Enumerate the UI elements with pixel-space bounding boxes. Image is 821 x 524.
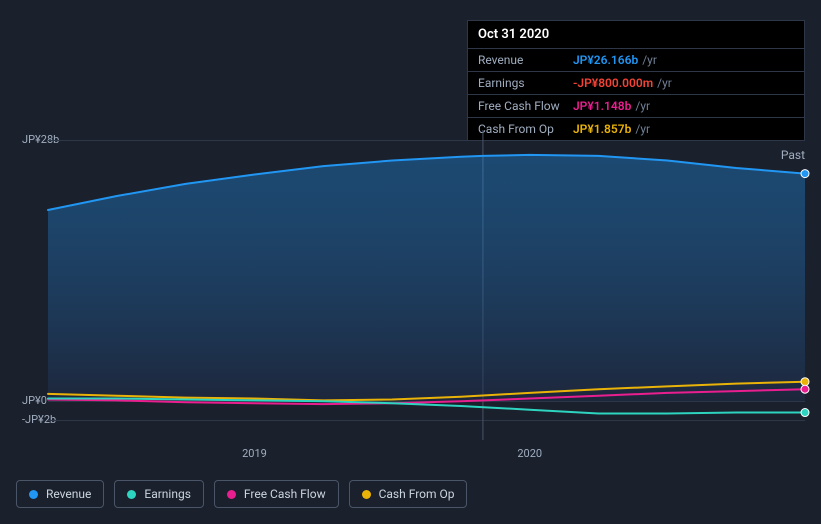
tooltip-row: Free Cash FlowJP¥1.148b/yr — [468, 94, 804, 117]
legend-label: Cash From Op — [379, 487, 455, 501]
financials-chart: Past JP¥28bJP¥0-JP¥2b 20192020 — [0, 120, 821, 460]
legend-label: Free Cash Flow — [244, 487, 326, 501]
legend-item[interactable]: Earnings — [114, 480, 204, 508]
tooltip-date: Oct 31 2020 — [468, 21, 804, 48]
tooltip-row: RevenueJP¥26.166b/yr — [468, 48, 804, 71]
legend-item[interactable]: Revenue — [16, 480, 104, 508]
legend-item[interactable]: Cash From Op — [349, 480, 468, 508]
tooltip-row-suffix: /yr — [635, 99, 650, 113]
x-axis-label: 2020 — [517, 447, 542, 460]
legend-dot-icon — [362, 490, 371, 499]
tooltip-row-suffix: /yr — [642, 53, 657, 67]
series-end-marker — [801, 409, 809, 417]
series-end-marker — [801, 378, 809, 386]
series-end-marker — [801, 385, 809, 393]
legend-dot-icon — [227, 490, 236, 499]
legend-dot-icon — [127, 490, 136, 499]
legend-label: Revenue — [46, 487, 91, 501]
tooltip-row-value: JP¥26.166b — [573, 53, 638, 67]
tooltip-row-value: JP¥1.148b — [573, 99, 631, 113]
legend-label: Earnings — [144, 487, 191, 501]
legend-item[interactable]: Free Cash Flow — [214, 480, 339, 508]
tooltip-row-value: -JP¥800.000m — [573, 76, 653, 90]
tooltip-row-label: Free Cash Flow — [478, 99, 573, 113]
chart-legend: Revenue Earnings Free Cash Flow Cash From O… — [16, 480, 467, 508]
chart-svg — [0, 120, 821, 460]
revenue-area — [48, 155, 805, 401]
tooltip-row: Earnings-JP¥800.000m/yr — [468, 71, 804, 94]
tooltip-row-suffix: /yr — [657, 76, 672, 90]
x-axis-label: 2019 — [242, 447, 267, 460]
legend-dot-icon — [29, 490, 38, 499]
tooltip-row-label: Earnings — [478, 76, 573, 90]
series-end-marker — [801, 170, 809, 178]
chart-container: Oct 31 2020 RevenueJP¥26.166b/yrEarnings… — [0, 0, 821, 524]
tooltip-row-label: Revenue — [478, 53, 573, 67]
